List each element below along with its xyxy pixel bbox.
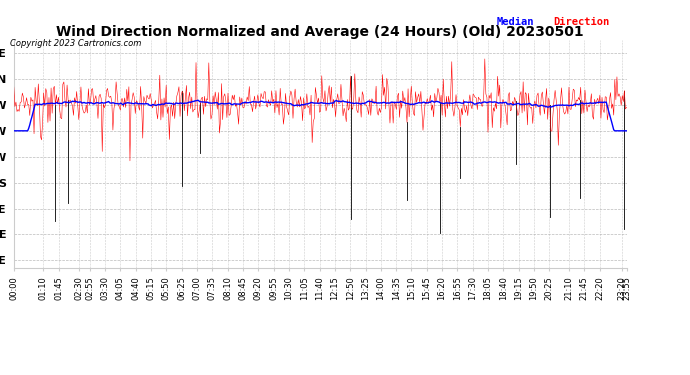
Text: Direction: Direction: [553, 17, 610, 27]
Text: Copyright 2023 Cartronics.com: Copyright 2023 Cartronics.com: [10, 39, 141, 48]
Text: Median: Median: [497, 17, 534, 27]
Title: Wind Direction Normalized and Average (24 Hours) (Old) 20230501: Wind Direction Normalized and Average (2…: [57, 25, 584, 39]
